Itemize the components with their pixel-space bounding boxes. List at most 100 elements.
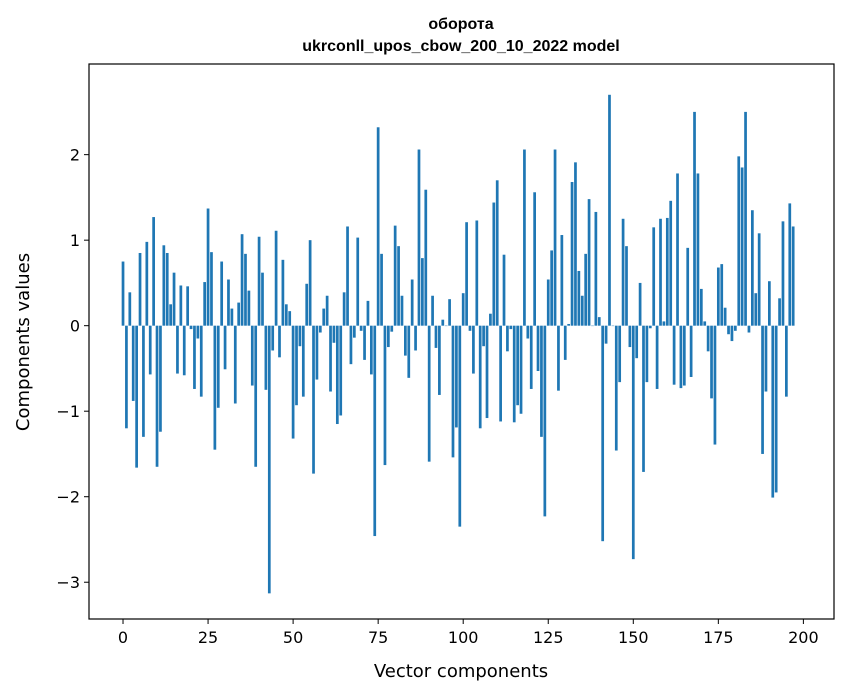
bar	[716, 267, 720, 326]
bar	[295, 325, 298, 406]
bar	[720, 264, 724, 326]
bar	[533, 192, 536, 326]
bar	[284, 304, 288, 326]
bar	[594, 211, 598, 326]
bar	[128, 292, 132, 326]
bar	[475, 220, 479, 326]
bar	[250, 325, 254, 386]
bar	[312, 325, 315, 474]
bar	[380, 253, 383, 326]
bar	[774, 325, 778, 493]
bar	[247, 290, 251, 326]
bar	[186, 286, 190, 326]
bar	[781, 221, 785, 326]
bar	[155, 325, 159, 467]
bar	[751, 210, 754, 326]
bar	[597, 317, 601, 326]
bar	[771, 325, 775, 498]
y-tick-label: −1	[56, 402, 80, 421]
bar	[335, 325, 339, 425]
x-axis-ticks: 0 25 50 75 100 125 150 175 200	[118, 619, 819, 647]
bar	[540, 325, 543, 437]
bar	[764, 325, 768, 392]
bar	[131, 325, 135, 401]
bar	[305, 283, 309, 326]
bar	[506, 325, 509, 352]
bar	[791, 226, 795, 326]
bar	[553, 149, 557, 326]
bar	[182, 325, 186, 376]
bar	[638, 282, 642, 326]
bar	[237, 302, 241, 326]
x-tick-label: 200	[788, 628, 819, 647]
bar	[427, 325, 431, 462]
y-tick-label: −2	[56, 488, 80, 507]
bar	[346, 226, 349, 326]
bar	[159, 325, 162, 432]
bar	[584, 253, 588, 326]
bar	[421, 258, 424, 326]
bar	[628, 325, 632, 348]
bar	[713, 325, 717, 445]
bar	[281, 259, 285, 326]
y-tick-label: 0	[70, 317, 80, 336]
bar	[458, 325, 462, 527]
bar	[165, 252, 169, 326]
bar	[349, 325, 353, 365]
bar	[604, 325, 608, 344]
bar	[121, 261, 125, 326]
bar	[618, 325, 622, 383]
bar	[301, 325, 305, 397]
bar	[672, 325, 676, 385]
bar	[376, 127, 380, 326]
bar	[788, 203, 792, 326]
bar	[216, 325, 220, 408]
bar	[563, 325, 567, 360]
bar	[529, 325, 533, 389]
bar	[733, 325, 737, 331]
bar	[499, 325, 502, 422]
bar	[261, 272, 264, 326]
bar	[785, 325, 788, 397]
chart-title: оборота	[428, 16, 493, 33]
x-tick-label: 0	[118, 628, 128, 647]
bar	[768, 281, 771, 326]
bar	[642, 325, 645, 472]
bar	[152, 217, 155, 326]
bar	[125, 325, 128, 429]
bar	[400, 295, 404, 326]
bar	[754, 293, 758, 326]
bar	[465, 222, 468, 326]
bar	[706, 325, 710, 352]
bar	[308, 240, 312, 326]
bar	[288, 311, 292, 326]
bar	[761, 325, 764, 454]
bar	[747, 325, 751, 333]
bar	[172, 272, 176, 326]
bar	[635, 325, 639, 359]
bar	[267, 325, 271, 594]
bar	[254, 325, 258, 467]
bar	[244, 253, 247, 326]
bar	[203, 282, 207, 326]
bar	[699, 288, 703, 326]
bar	[526, 325, 530, 339]
bar	[176, 325, 179, 374]
bar	[424, 189, 428, 326]
x-tick-label: 50	[283, 628, 303, 647]
bar	[693, 111, 696, 326]
bar	[587, 199, 591, 326]
bar	[322, 308, 326, 326]
bar	[495, 180, 499, 326]
bar	[193, 325, 196, 389]
bar	[169, 304, 172, 326]
bar	[757, 233, 761, 326]
bar	[560, 235, 564, 326]
bar	[614, 325, 618, 451]
bar	[516, 325, 519, 406]
bar	[373, 325, 377, 537]
bar	[686, 247, 690, 326]
bar	[383, 325, 387, 466]
